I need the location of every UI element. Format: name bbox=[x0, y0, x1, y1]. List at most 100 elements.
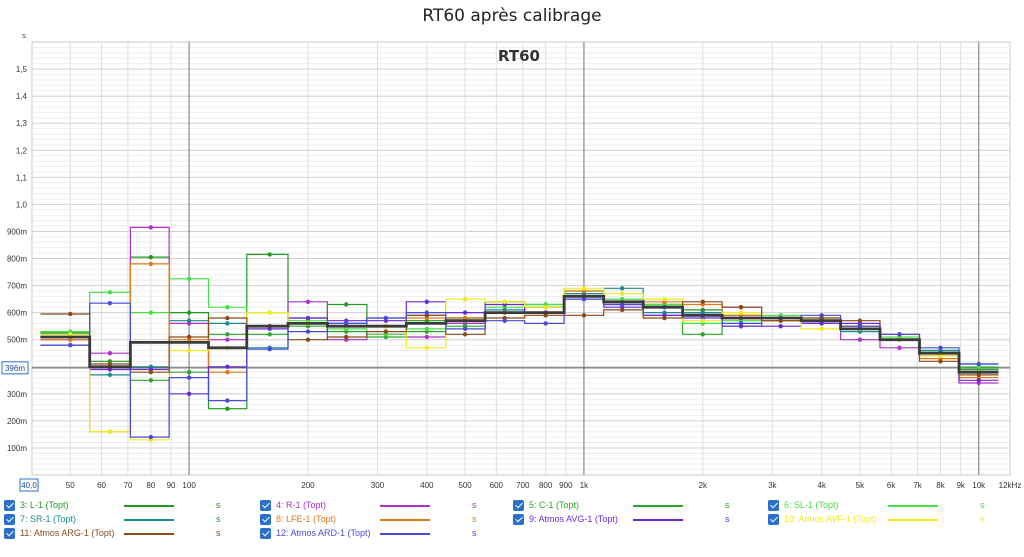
x-tick-label: 500 bbox=[458, 481, 472, 490]
series-8-point bbox=[462, 296, 468, 302]
x-tick-label: 12kHz bbox=[999, 481, 1022, 490]
series-10-point bbox=[344, 321, 349, 326]
legend-item[interactable]: 3: L-1 (Topt) s bbox=[4, 498, 244, 513]
chart-title: RT60 après calibrage bbox=[422, 6, 602, 26]
series-10 bbox=[40, 296, 999, 440]
legend-checkbox[interactable] bbox=[768, 500, 779, 511]
y-tick-label: 700m bbox=[7, 282, 27, 291]
y-tick-label: 1,3 bbox=[16, 119, 28, 128]
legend-checkbox[interactable] bbox=[4, 528, 15, 539]
legend-checkbox[interactable] bbox=[4, 500, 15, 511]
series-3-point bbox=[267, 332, 272, 337]
y-unit-label: s bbox=[22, 33, 26, 40]
x-tick-label: 300 bbox=[371, 481, 385, 490]
legend-item[interactable]: 7: SR-1 (Topt) s bbox=[4, 512, 244, 527]
series-10-point bbox=[107, 300, 113, 306]
series-3-point bbox=[186, 369, 192, 375]
legend-item[interactable]: 11: Atmos ARG-1 (Topt) s bbox=[4, 526, 244, 541]
series-8-point bbox=[700, 318, 705, 323]
series-9-point bbox=[700, 299, 705, 304]
series-7-point bbox=[424, 299, 430, 304]
legend-unit: s bbox=[216, 500, 221, 510]
series-9-point bbox=[581, 313, 587, 318]
series-8-point bbox=[738, 310, 744, 315]
x-tick-label: 5k bbox=[856, 481, 865, 490]
legend-label: 3: L-1 (Topt) bbox=[20, 500, 69, 510]
series-4-point bbox=[186, 276, 192, 281]
legend-item[interactable]: 5: C-1 (Topt) s bbox=[513, 498, 753, 513]
series-average-line bbox=[40, 295, 999, 374]
x-tick-label: 2k bbox=[699, 481, 708, 490]
plot-label: RT60 bbox=[498, 47, 540, 65]
series-7-point bbox=[462, 310, 468, 315]
series-10-point bbox=[148, 434, 154, 440]
series-10-point bbox=[502, 318, 507, 323]
legend-unit: s bbox=[980, 500, 985, 510]
series-8-point bbox=[424, 345, 430, 351]
series-10-point bbox=[186, 375, 192, 380]
series-2-point bbox=[107, 351, 113, 356]
y-tick-label: 600m bbox=[7, 309, 27, 318]
series-2-point bbox=[305, 299, 311, 304]
legend-item[interactable]: 4: R-1 (Topt) s bbox=[260, 498, 500, 513]
y-tick-label: 1,4 bbox=[16, 92, 28, 101]
series-9-point bbox=[462, 332, 468, 337]
legend-item[interactable]: 6: SL-1 (Topt) s bbox=[768, 498, 1008, 513]
series-9-point bbox=[738, 305, 744, 310]
x-tick-label: 6k bbox=[887, 481, 896, 490]
legend-unit: s bbox=[472, 500, 477, 510]
legend-checkbox[interactable] bbox=[513, 514, 524, 525]
marker-value-label: 396m bbox=[5, 364, 25, 373]
series-10-line bbox=[40, 298, 999, 438]
series-5-point bbox=[225, 321, 230, 326]
series-9-point bbox=[383, 329, 389, 334]
legend-swatch bbox=[380, 533, 430, 535]
series-1-point bbox=[186, 310, 192, 315]
y-tick-label: 300m bbox=[7, 390, 27, 399]
legend-checkbox[interactable] bbox=[260, 514, 271, 525]
x-tick-label: 900 bbox=[559, 481, 573, 490]
rt60-plot[interactable]: RT60100m200m300m400m500m600m700m800m900m… bbox=[0, 0, 1024, 496]
series-6-point bbox=[148, 261, 154, 267]
x-tick-label: 3k bbox=[768, 481, 777, 490]
legend-swatch bbox=[888, 505, 938, 507]
x-tick-label: 8k bbox=[936, 481, 945, 490]
legend-item[interactable]: 8: LFE-1 (Topt) s bbox=[260, 512, 500, 527]
x-tick-label: 80 bbox=[146, 481, 155, 490]
series-10-point bbox=[738, 321, 744, 326]
series-4-point bbox=[148, 310, 154, 315]
legend-item[interactable]: 12: Atmos ARD-1 (Topt) s bbox=[260, 526, 500, 541]
legend-checkbox[interactable] bbox=[4, 514, 15, 525]
y-tick-label: 1,1 bbox=[16, 173, 28, 182]
legend-unit: s bbox=[216, 514, 221, 524]
series-4-point bbox=[619, 296, 625, 302]
series-10-point bbox=[543, 321, 548, 326]
y-tick-label: 1,2 bbox=[16, 146, 28, 155]
x-tick-label: 9k bbox=[956, 481, 965, 490]
legend-checkbox[interactable] bbox=[768, 514, 779, 525]
legend-item[interactable]: 10: Atmos AVF-1 (Topt) s bbox=[768, 512, 1008, 527]
legend-checkbox[interactable] bbox=[260, 500, 271, 511]
series-8-point bbox=[107, 429, 113, 434]
series-8-point bbox=[581, 286, 587, 291]
legend-label: 9: Atmos AVG-1 (Topt) bbox=[529, 514, 618, 524]
series-9-point bbox=[148, 369, 154, 375]
series-10-point bbox=[976, 361, 981, 367]
series-10-point bbox=[383, 315, 389, 321]
series-9-point bbox=[225, 315, 230, 321]
x-tick-label: 60 bbox=[97, 481, 106, 490]
x-tick-label: 600 bbox=[490, 481, 504, 490]
series-10-point bbox=[305, 329, 311, 334]
legend-item[interactable]: 9: Atmos AVG-1 (Topt) s bbox=[513, 512, 753, 527]
legend-checkbox[interactable] bbox=[513, 500, 524, 511]
series-10-point bbox=[619, 302, 625, 307]
series-9-point bbox=[938, 359, 943, 364]
series-8-point bbox=[938, 353, 943, 359]
legend-swatch bbox=[633, 505, 683, 507]
legend-unit: s bbox=[472, 528, 477, 538]
series-9-point bbox=[344, 334, 349, 340]
x-start-label: 40,0 bbox=[21, 481, 37, 490]
legend-checkbox[interactable] bbox=[260, 528, 271, 539]
series-7-point bbox=[819, 321, 824, 326]
legend-unit: s bbox=[725, 514, 730, 524]
